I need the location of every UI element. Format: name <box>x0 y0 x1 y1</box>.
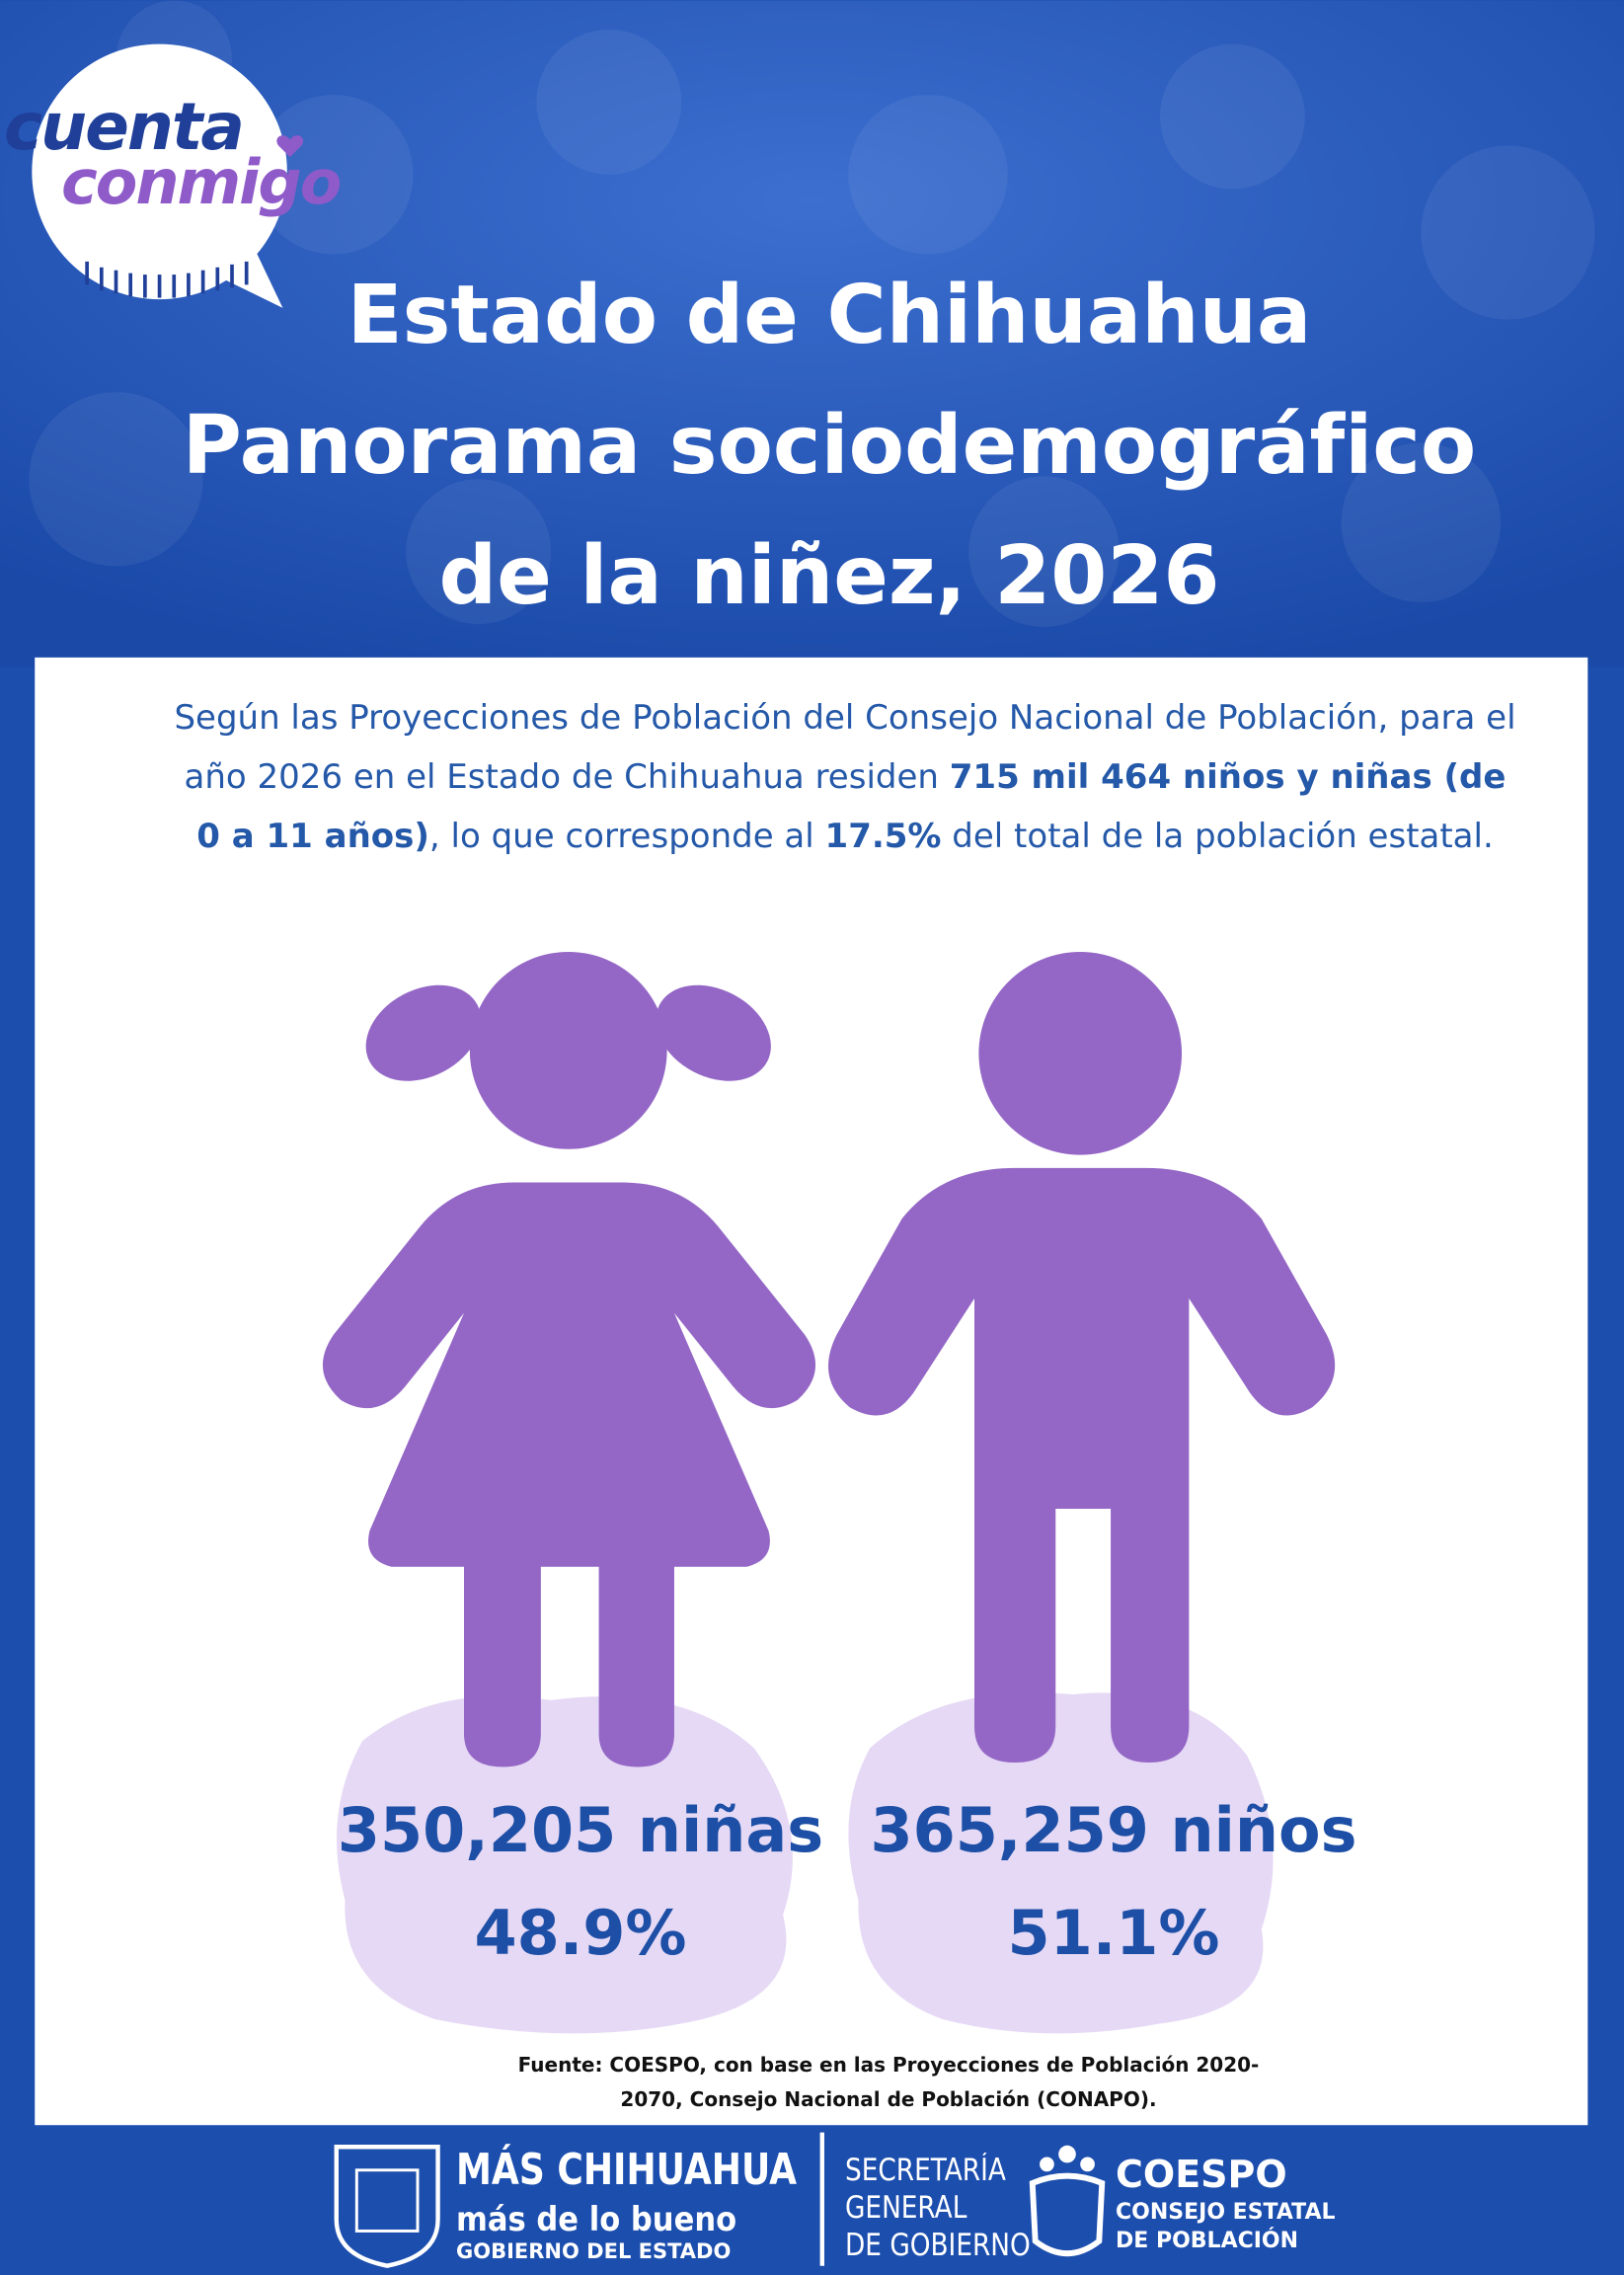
title-line: de la niñez, 2026 <box>438 529 1220 623</box>
footer-text: DE POBLACIÓN <box>1116 2229 1299 2253</box>
footer-text: COESPO <box>1116 2153 1287 2196</box>
footer-text: GOBIERNO DEL ESTADO <box>456 2239 732 2263</box>
crowd-pattern <box>29 0 1595 627</box>
footer-logos <box>334 2132 1106 2268</box>
logo-text: conmigo <box>61 146 342 218</box>
footer-text: SECRETARÍA <box>845 2153 1006 2188</box>
boys-count: 365,259 niños <box>870 1794 1357 1866</box>
footer-text: DE GOBIERNO <box>845 2228 1031 2263</box>
footer-text: MÁS CHIHUAHUA <box>456 2145 798 2195</box>
source-note: Fuente: COESPO, con base en las Proyecci… <box>517 2053 1260 2111</box>
blob <box>848 1692 1274 2034</box>
intro-highlight: 17.5% <box>824 817 942 856</box>
intro-paragraph: Según las Proyecciones de Población del … <box>168 688 1522 866</box>
title-line: Estado de Chihuahua <box>347 269 1312 362</box>
content-panel <box>35 657 1588 2126</box>
intro-text: del total de la población estatal. <box>941 817 1494 856</box>
intro-highlight: 715 mil 464 niños y niñas (de 0 a 11 año… <box>196 757 1507 856</box>
logo-bubble <box>32 43 304 308</box>
intro-text: Según las Proyecciones de Población del … <box>174 698 1516 797</box>
boy-icon <box>827 952 1336 1764</box>
girls-count: 350,205 niñas <box>337 1794 824 1866</box>
boys-percent: 51.1% <box>1007 1897 1220 1969</box>
title: Estado de Chihuahua Panorama sociodemogr… <box>35 251 1624 642</box>
intro-text: , lo que corresponde al <box>428 817 825 856</box>
footer-text: más de lo bueno <box>456 2200 737 2239</box>
girl-icon <box>322 952 816 1767</box>
footer-text: CONSEJO ESTATAL <box>1116 2200 1336 2225</box>
blob <box>337 1695 793 2034</box>
footer-text: GENERAL <box>845 2190 967 2226</box>
logo-text: cuenta <box>4 89 245 165</box>
girls-percent: 48.9% <box>474 1897 687 1969</box>
title-line: Panorama sociodemográfico <box>182 399 1477 493</box>
